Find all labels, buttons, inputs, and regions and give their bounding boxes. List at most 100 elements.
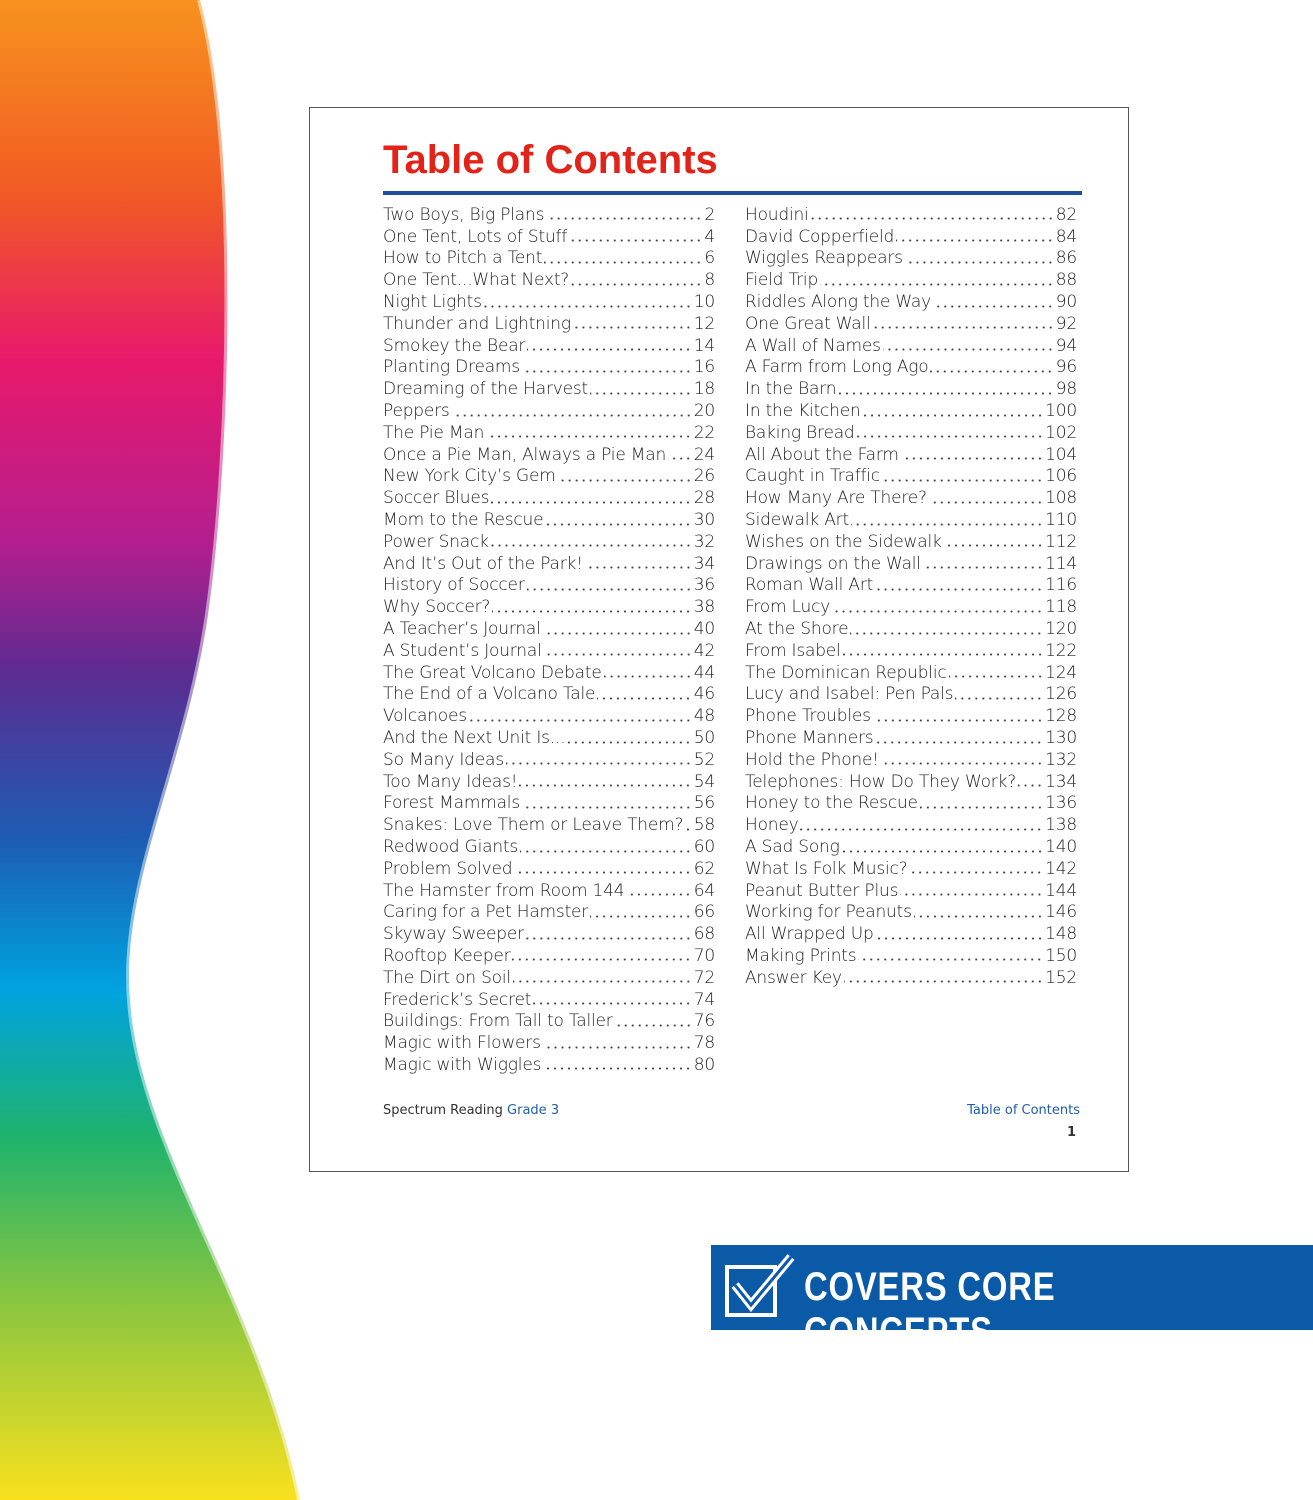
entry-page: 130 [1045, 728, 1077, 749]
dot-leader [521, 805, 692, 809]
entry-page: 134 [1045, 771, 1077, 792]
entry-title: Magic with Wiggles [383, 1054, 542, 1075]
banner: COVERS CORE CONCEPTS [711, 1245, 1313, 1354]
entry-title: Buildings: From Tall to Taller [383, 1011, 613, 1032]
toc-entry: Baking Bread 102 [745, 422, 1077, 444]
toc-entry: All Wrapped Up 148 [745, 923, 1077, 945]
entry-title: And It’s Out of the Park! [383, 553, 583, 574]
entry-title: Planting Dreams [383, 357, 520, 378]
toc-entry: A Sad Song 140 [745, 836, 1077, 858]
toc-entry: The Great Volcano Debate 44 [383, 662, 715, 684]
dot-leader [1018, 784, 1044, 788]
entry-page: 114 [1045, 553, 1077, 574]
entry-page: 44 [693, 662, 715, 683]
toc-entry: The Hamster from Room 144 64 [383, 880, 715, 902]
entry-page: 54 [693, 771, 715, 792]
dot-leader [933, 304, 1054, 308]
toc-entry: All About the Farm 104 [745, 444, 1077, 466]
entry-title: Hold the Phone! [745, 749, 879, 770]
entry-page: 14 [693, 335, 715, 356]
entry-title: Peanut Butter Plus [745, 880, 899, 901]
toc-entry: Hold the Phone! 132 [745, 749, 1077, 771]
entry-title: In the Barn [745, 379, 837, 400]
dot-leader [626, 893, 692, 897]
entry-page: 70 [693, 945, 715, 966]
dot-leader [838, 391, 1054, 395]
entry-page: 20 [693, 401, 715, 422]
entry-page: 142 [1045, 858, 1077, 879]
toc-entry: Magic with Wiggles 80 [383, 1054, 715, 1076]
entry-page: 146 [1045, 902, 1077, 923]
dot-leader [909, 871, 1044, 875]
grade: Grade 3 [507, 1103, 560, 1118]
entry-page: 26 [693, 466, 715, 487]
entry-page: 80 [693, 1054, 715, 1075]
entry-title: Sidewalk Art [745, 510, 849, 531]
dot-leader [525, 936, 692, 940]
dot-leader [832, 609, 1044, 613]
entry-title: Honey to the Rescue [745, 793, 918, 814]
entry-page: 144 [1045, 880, 1077, 901]
entry-page: 84 [1055, 226, 1077, 247]
toc-entry: Why Soccer? 38 [383, 596, 715, 618]
entry-page: 36 [693, 575, 715, 596]
toc-entry: Buildings: From Tall to Taller 76 [383, 1010, 715, 1032]
dot-leader [486, 435, 692, 439]
toc-entry: Power Snack 32 [383, 531, 715, 553]
dot-leader [614, 1023, 692, 1027]
entry-page: 150 [1045, 945, 1077, 966]
entry-page: 42 [693, 640, 715, 661]
entry-page: 56 [693, 793, 715, 814]
dot-leader [584, 566, 692, 570]
entry-title: Once a Pie Man, Always a Pie Man [383, 444, 667, 465]
toc-entry: Snakes: Love Them or Leave Them? 58 [383, 814, 715, 836]
toc-entry: One Great Wall 92 [745, 313, 1077, 335]
entry-page: 32 [693, 531, 715, 552]
entry-title: Phone Manners [745, 728, 874, 749]
title: Table of Contents [383, 138, 718, 182]
entry-title: In the Kitchen [745, 401, 861, 422]
toc-entry: From Isabel 122 [745, 640, 1077, 662]
entry-page: 10 [693, 292, 715, 313]
toc-entry: Too Many Ideas! 54 [383, 771, 715, 793]
entry-page: 98 [1055, 379, 1077, 400]
dot-leader [543, 653, 692, 657]
footer-section: Table of Contents [967, 1103, 1080, 1118]
entry-page: 128 [1045, 706, 1077, 727]
dot-leader [875, 740, 1044, 744]
toc-entry: Frederick’s Secret 74 [383, 989, 715, 1011]
toc-entry: A Teacher’s Journal 40 [383, 618, 715, 640]
toc-entry: At the Shore 120 [745, 618, 1077, 640]
entry-title: Frederick’s Secret [383, 989, 532, 1010]
toc-entry: One Tent...What Next? 8 [383, 269, 715, 291]
entry-title: Lucy and Isabel: Pen Pals [745, 684, 954, 705]
entry-title: A Wall of Names [745, 335, 881, 356]
dot-leader [943, 544, 1044, 548]
entry-title: So Many Ideas [383, 749, 504, 770]
entry-page: 124 [1045, 662, 1077, 683]
toc-entry: Rooftop Keeper 70 [383, 945, 715, 967]
dot-leader [543, 1067, 692, 1071]
entry-page: 116 [1045, 575, 1077, 596]
entry-page: 102 [1045, 422, 1077, 443]
entry-page: 92 [1055, 313, 1077, 334]
dot-leader [856, 435, 1044, 439]
entry-title: One Great Wall [745, 313, 871, 334]
dot-leader [505, 762, 692, 766]
entry-page: 140 [1045, 837, 1077, 857]
dot-leader [572, 326, 692, 330]
entry-title: Field Trip [745, 270, 819, 291]
dot-leader [533, 1002, 692, 1006]
entry-page: 48 [693, 706, 715, 727]
dot-leader [521, 369, 692, 373]
dot-leader [685, 827, 692, 831]
entry-title: Skyway Sweeper [383, 924, 524, 945]
dot-leader [850, 631, 1044, 635]
entry-page: 8 [704, 270, 715, 291]
entry-page: 106 [1045, 466, 1077, 487]
entry-page: 88 [1055, 270, 1077, 291]
dot-leader [512, 958, 692, 962]
dot-leader [569, 239, 703, 243]
entry-page: 76 [693, 1011, 715, 1032]
toc-entry: Volcanoes 48 [383, 705, 715, 727]
